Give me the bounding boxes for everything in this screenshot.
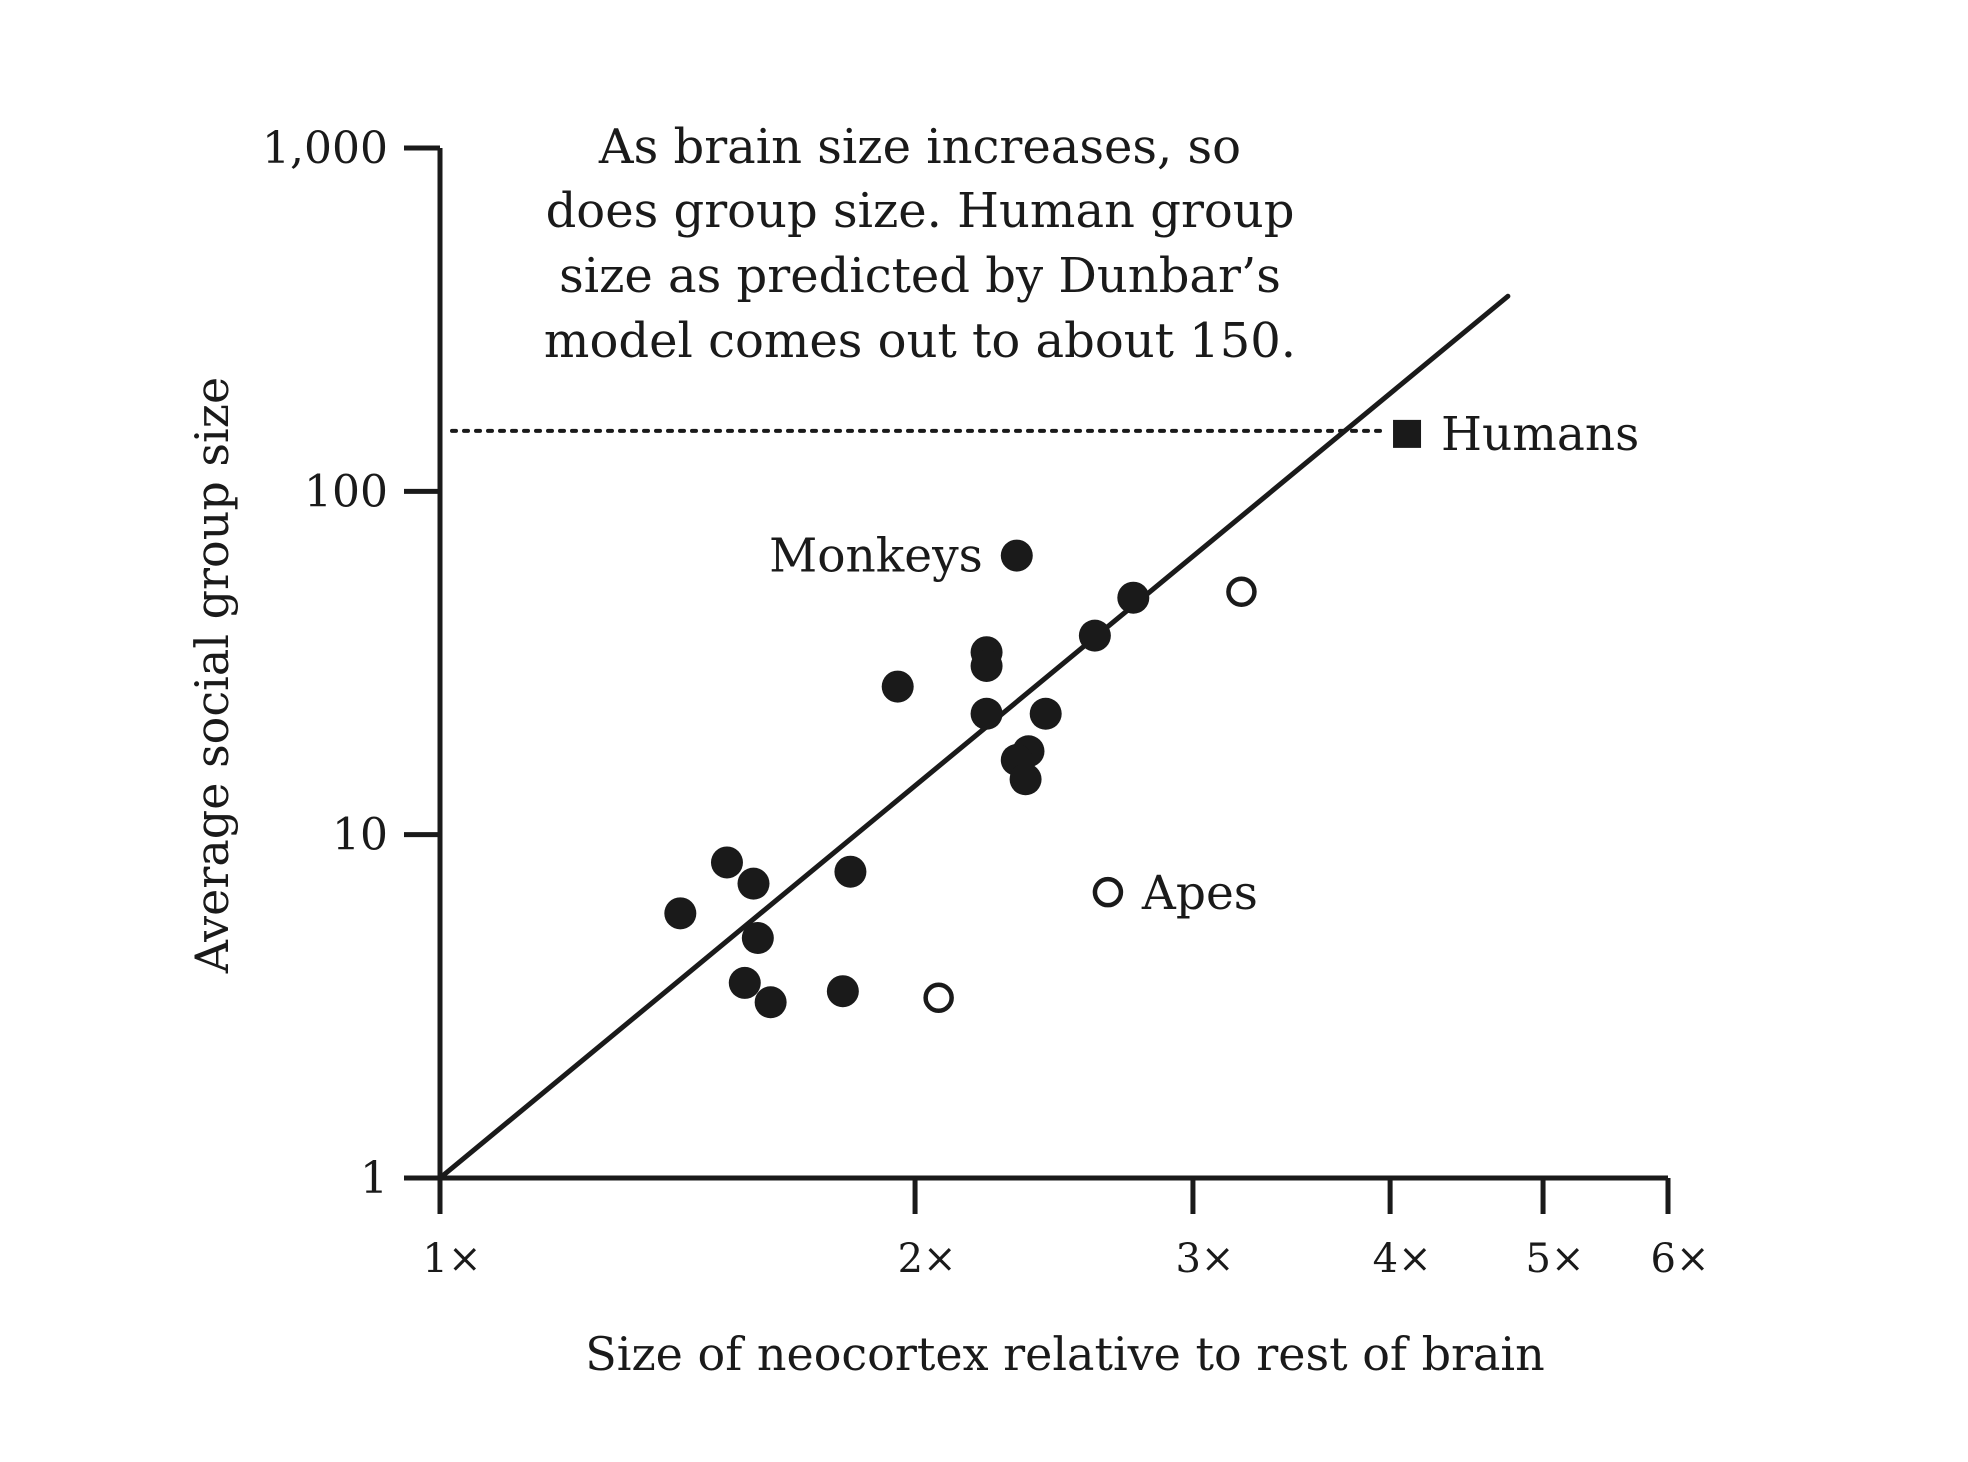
humans-label: Humans	[1441, 407, 1639, 462]
monkeys-point-7	[1029, 697, 1062, 730]
x-tick-label-3: 3×	[1175, 1236, 1234, 1282]
x-tick-label-1: 1×	[423, 1236, 482, 1282]
y-axis-title: Average social group size	[185, 377, 239, 974]
monkeys-point-2	[1078, 619, 1111, 652]
monkeys-point-1	[1117, 581, 1150, 614]
monkeys-label: Monkeys	[769, 529, 983, 584]
x-tick-label-6: 6×	[1651, 1236, 1710, 1282]
apes-point-2	[923, 982, 954, 1013]
monkeys-point-15	[741, 922, 774, 955]
annotation-line-1: As brain size increases, so	[598, 119, 1241, 175]
x-tick-label-2: 2×	[898, 1236, 957, 1282]
monkeys-point-16	[728, 966, 761, 999]
x-tick-label-4: 4×	[1373, 1236, 1432, 1282]
annotation-line-4: model comes out to about 150.	[544, 313, 1296, 369]
monkeys-point-6	[970, 697, 1003, 730]
annotation-line-3: size as predicted by Dunbar’s	[559, 248, 1281, 304]
y-tick-label-100: 100	[304, 466, 388, 517]
monkeys-point-18	[826, 975, 859, 1008]
monkeys-point-13	[737, 867, 770, 900]
y-tick-label-1: 1	[360, 1153, 388, 1204]
monkeys-point-10	[1009, 763, 1042, 796]
y-ticks: 1 10 100 1,000	[262, 123, 440, 1204]
monkeys-point-0	[1000, 539, 1033, 572]
regression-layer	[437, 293, 1511, 1181]
monkeys-point-5	[881, 670, 914, 703]
monkeys-point-4	[970, 649, 1003, 682]
y-tick-label-10: 10	[332, 810, 388, 861]
y-tick-label-1000: 1,000	[262, 123, 388, 174]
apes-point-0	[1226, 576, 1257, 607]
annotation-line-2: does group size. Human group	[546, 183, 1295, 239]
monkeys-point-11	[710, 846, 743, 879]
monkeys-point-14	[664, 897, 697, 930]
data-points	[664, 419, 1422, 1019]
apes-point-1	[1092, 876, 1124, 908]
x-ticks: 1× 2× 3× 4× 5× 6×	[423, 1178, 1710, 1282]
monkeys-point-17	[754, 986, 787, 1019]
humans-point-0	[1393, 419, 1422, 448]
apes-label: Apes	[1141, 866, 1258, 921]
x-tick-label-5: 5×	[1526, 1236, 1585, 1282]
annotation: As brain size increases, so does group s…	[544, 119, 1296, 369]
axes: 1 10 100 1,000 1× 2× 3× 4× 5× 6×	[262, 123, 1709, 1282]
monkeys-point-12	[834, 855, 867, 888]
series-labels: Monkeys Apes Humans	[769, 407, 1639, 921]
regression-line	[437, 293, 1511, 1181]
x-axis-title: Size of neocortex relative to rest of br…	[585, 1327, 1545, 1381]
